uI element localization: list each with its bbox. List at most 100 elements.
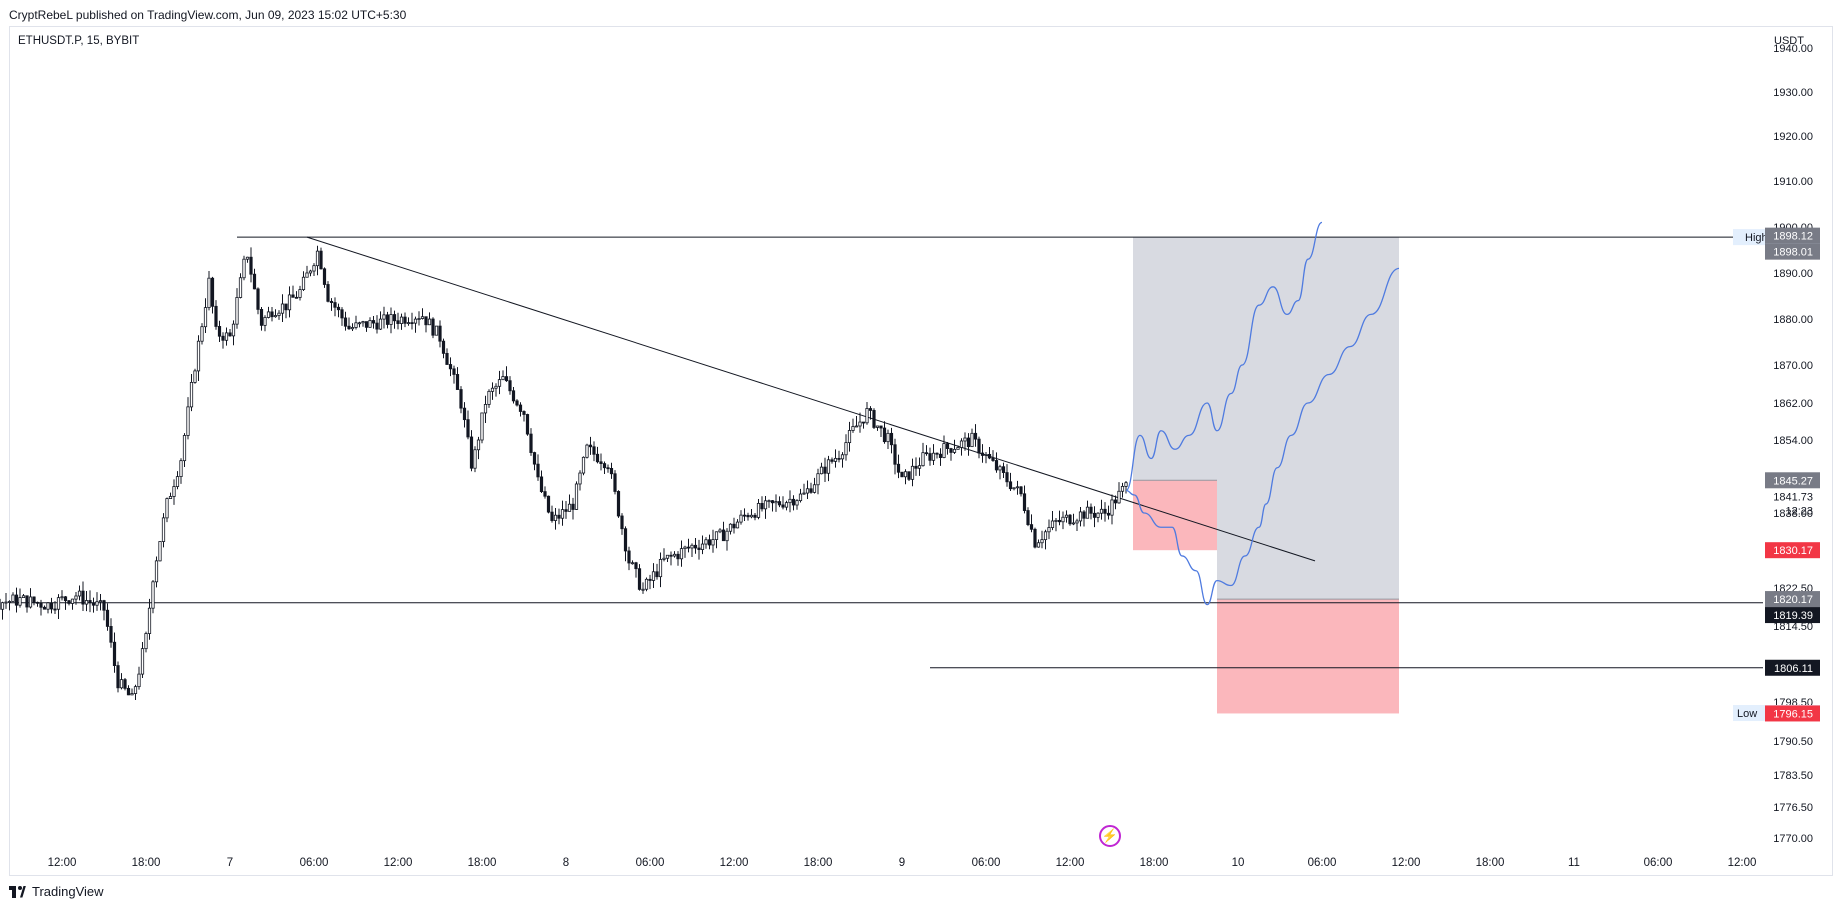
- candle-body: [270, 311, 274, 318]
- candle-body: [469, 436, 474, 469]
- candle: [868, 406, 873, 420]
- candle: [445, 348, 449, 365]
- candle-body: [690, 544, 694, 549]
- candle-body: [945, 443, 950, 449]
- candle-body: [417, 318, 421, 320]
- candle-body: [683, 546, 687, 550]
- candle-body: [1120, 486, 1125, 492]
- candle: [903, 469, 908, 485]
- candle: [497, 370, 502, 395]
- candle-body: [613, 473, 617, 492]
- candle-body: [1068, 514, 1072, 525]
- candle-body: [420, 316, 425, 319]
- candle: [242, 255, 246, 281]
- candle-body: [879, 425, 883, 429]
- price-tag-box: [1765, 542, 1820, 559]
- candle: [382, 306, 386, 329]
- candle: [175, 471, 180, 490]
- candle-body: [725, 530, 729, 542]
- candle-body: [949, 448, 953, 453]
- candle-body: [1029, 524, 1034, 530]
- candle-body: [0, 602, 5, 610]
- candle: [851, 418, 855, 433]
- candle-body: [1078, 511, 1083, 522]
- candle-body: [823, 466, 827, 474]
- candle-body: [494, 385, 498, 389]
- x-tick-label: 18:00: [468, 857, 497, 869]
- candle: [872, 408, 876, 430]
- candle: [364, 321, 369, 332]
- candle-body: [119, 679, 124, 689]
- candle: [585, 443, 589, 459]
- y-tick-label: 1783.50: [1773, 770, 1813, 782]
- candle: [424, 316, 428, 333]
- candle: [294, 291, 299, 299]
- candle-body: [574, 483, 579, 510]
- candle-body: [546, 495, 551, 513]
- price-tag-box: [1765, 243, 1820, 260]
- candle: [0, 601, 5, 620]
- candle: [144, 631, 148, 653]
- low-label-text: Low: [1737, 708, 1757, 720]
- candle-body: [973, 432, 978, 440]
- candle: [991, 450, 995, 462]
- candle: [1110, 494, 1114, 525]
- candle-body: [970, 432, 974, 448]
- candle-body: [655, 571, 659, 578]
- candle-body: [1005, 472, 1009, 483]
- candle-body: [1113, 499, 1118, 504]
- x-tick-label: 12:00: [1728, 857, 1757, 869]
- candle: [326, 281, 330, 303]
- candle-body: [732, 523, 736, 529]
- candle-body: [389, 314, 393, 325]
- price-tag-box: [1765, 227, 1820, 244]
- candle: [917, 457, 922, 476]
- candle-body: [228, 332, 232, 337]
- candle: [182, 433, 187, 468]
- lightning-bolt-icon[interactable]: ⚡: [1099, 825, 1121, 847]
- candle: [595, 446, 600, 464]
- candle-body: [746, 514, 750, 518]
- countdown-text: 12:23: [1785, 505, 1813, 517]
- candle: [196, 335, 201, 381]
- candle-body: [1001, 466, 1006, 473]
- candle: [858, 412, 862, 433]
- candle-body: [193, 370, 197, 383]
- candle: [553, 508, 558, 530]
- candle-body: [753, 514, 757, 518]
- candle-body: [924, 452, 929, 455]
- candle-body: [147, 607, 152, 634]
- candle: [945, 442, 950, 455]
- candle: [147, 598, 152, 640]
- x-tick-label: 18:00: [132, 857, 161, 869]
- candle-body: [522, 411, 526, 415]
- candle-body: [151, 581, 155, 609]
- candle: [700, 535, 705, 555]
- candle: [672, 551, 677, 558]
- candle-body: [256, 288, 260, 310]
- symbol-label[interactable]: ETHUSDT.P, 15, BYBIT: [18, 35, 140, 47]
- candle-body: [329, 300, 334, 303]
- candle: [735, 519, 740, 529]
- candle-body: [231, 323, 236, 337]
- candle-body: [595, 453, 600, 463]
- candle: [161, 513, 166, 548]
- candle: [756, 499, 761, 520]
- x-tick-label: 12:00: [1056, 857, 1085, 869]
- x-tick-label: 06:00: [972, 857, 1001, 869]
- candle: [767, 499, 771, 508]
- y-tick-label: 1854.00: [1773, 435, 1813, 447]
- candle: [707, 534, 712, 550]
- candle: [305, 265, 309, 278]
- candle-body: [165, 498, 169, 519]
- x-tick-label: 8: [563, 857, 569, 869]
- candle: [263, 315, 267, 332]
- candle-body: [1082, 511, 1086, 519]
- candle: [214, 300, 218, 330]
- candle-body: [977, 438, 981, 454]
- x-tick-label: 06:00: [636, 857, 665, 869]
- candle: [518, 402, 523, 417]
- candle-body: [721, 529, 726, 542]
- candle: [1022, 485, 1027, 514]
